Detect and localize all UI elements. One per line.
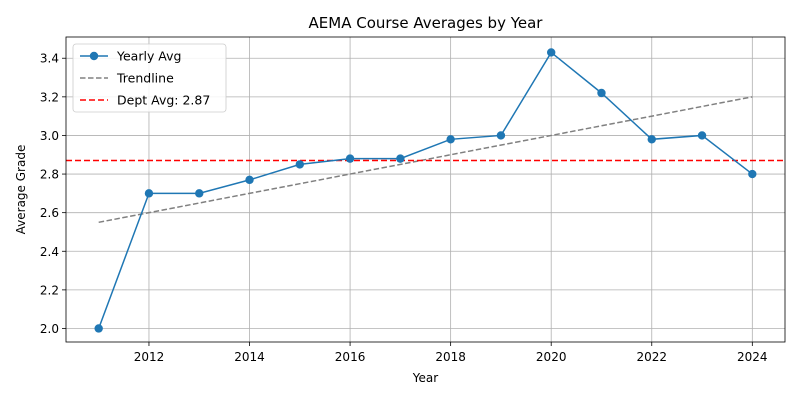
trendline	[98, 96, 753, 224]
yearly-avg-point	[345, 154, 355, 163]
x-tick-label: 2012	[134, 350, 165, 364]
yearly-avg-point	[748, 169, 757, 179]
legend: Yearly Avg Trendline Dept Avg: 2.87	[72, 43, 227, 113]
yearly-avg-point	[245, 175, 254, 185]
y-tick-label: 3.2	[40, 90, 59, 104]
plot-frame	[65, 36, 786, 343]
y-tick-label: 2.6	[40, 206, 59, 220]
x-tick-label: 2018	[435, 350, 466, 364]
y-tick-label: 3.0	[40, 129, 59, 143]
yearly-avg-point	[295, 160, 305, 169]
legend-label-trendline: Trendline	[116, 71, 174, 86]
y-tick-label: 2.8	[40, 168, 59, 182]
x-axis-title: Year	[412, 371, 438, 385]
x-tick-label: 2020	[536, 350, 567, 364]
x-tick-label: 2014	[234, 350, 265, 364]
legend-label-yearly-avg: Yearly Avg	[116, 49, 181, 64]
yearly-avg-point	[396, 154, 405, 163]
yearly-avg-point	[597, 88, 606, 98]
y-axis-ticks: 2.0 2.2 2.4 2.6 2.8 3.0 3.2 3.4	[40, 52, 66, 336]
series-layer	[94, 48, 757, 333]
yearly-avg-point	[195, 189, 204, 198]
yearly-avg-point	[697, 131, 707, 140]
yearly-avg-point	[144, 189, 154, 198]
x-tick-label: 2022	[636, 350, 667, 364]
yearly-avg-point	[446, 135, 455, 144]
x-tick-label: 2024	[737, 350, 768, 364]
y-axis-title: Average Grade	[14, 145, 28, 235]
legend-marker-yearly-avg	[89, 51, 99, 61]
yearly-avg-line	[97, 51, 753, 329]
y-tick-label: 2.4	[40, 245, 59, 259]
reference-lines	[66, 96, 785, 224]
yearly-avg-point	[647, 135, 656, 144]
legend-label-dept-avg: Dept Avg: 2.87	[117, 93, 210, 108]
x-axis-ticks: 2012 2014 2016 2018 2020 2022 2024	[134, 342, 768, 364]
x-tick-label: 2016	[335, 350, 366, 364]
legend-box	[72, 43, 227, 113]
y-tick-label: 3.4	[40, 52, 59, 66]
yearly-avg-point	[94, 324, 103, 333]
yearly-avg-point	[546, 48, 556, 57]
chart-title: AEMA Course Averages by Year	[309, 14, 544, 32]
y-tick-label: 2.0	[40, 322, 59, 336]
yearly-avg-point	[496, 131, 506, 140]
y-tick-label: 2.2	[40, 283, 59, 297]
